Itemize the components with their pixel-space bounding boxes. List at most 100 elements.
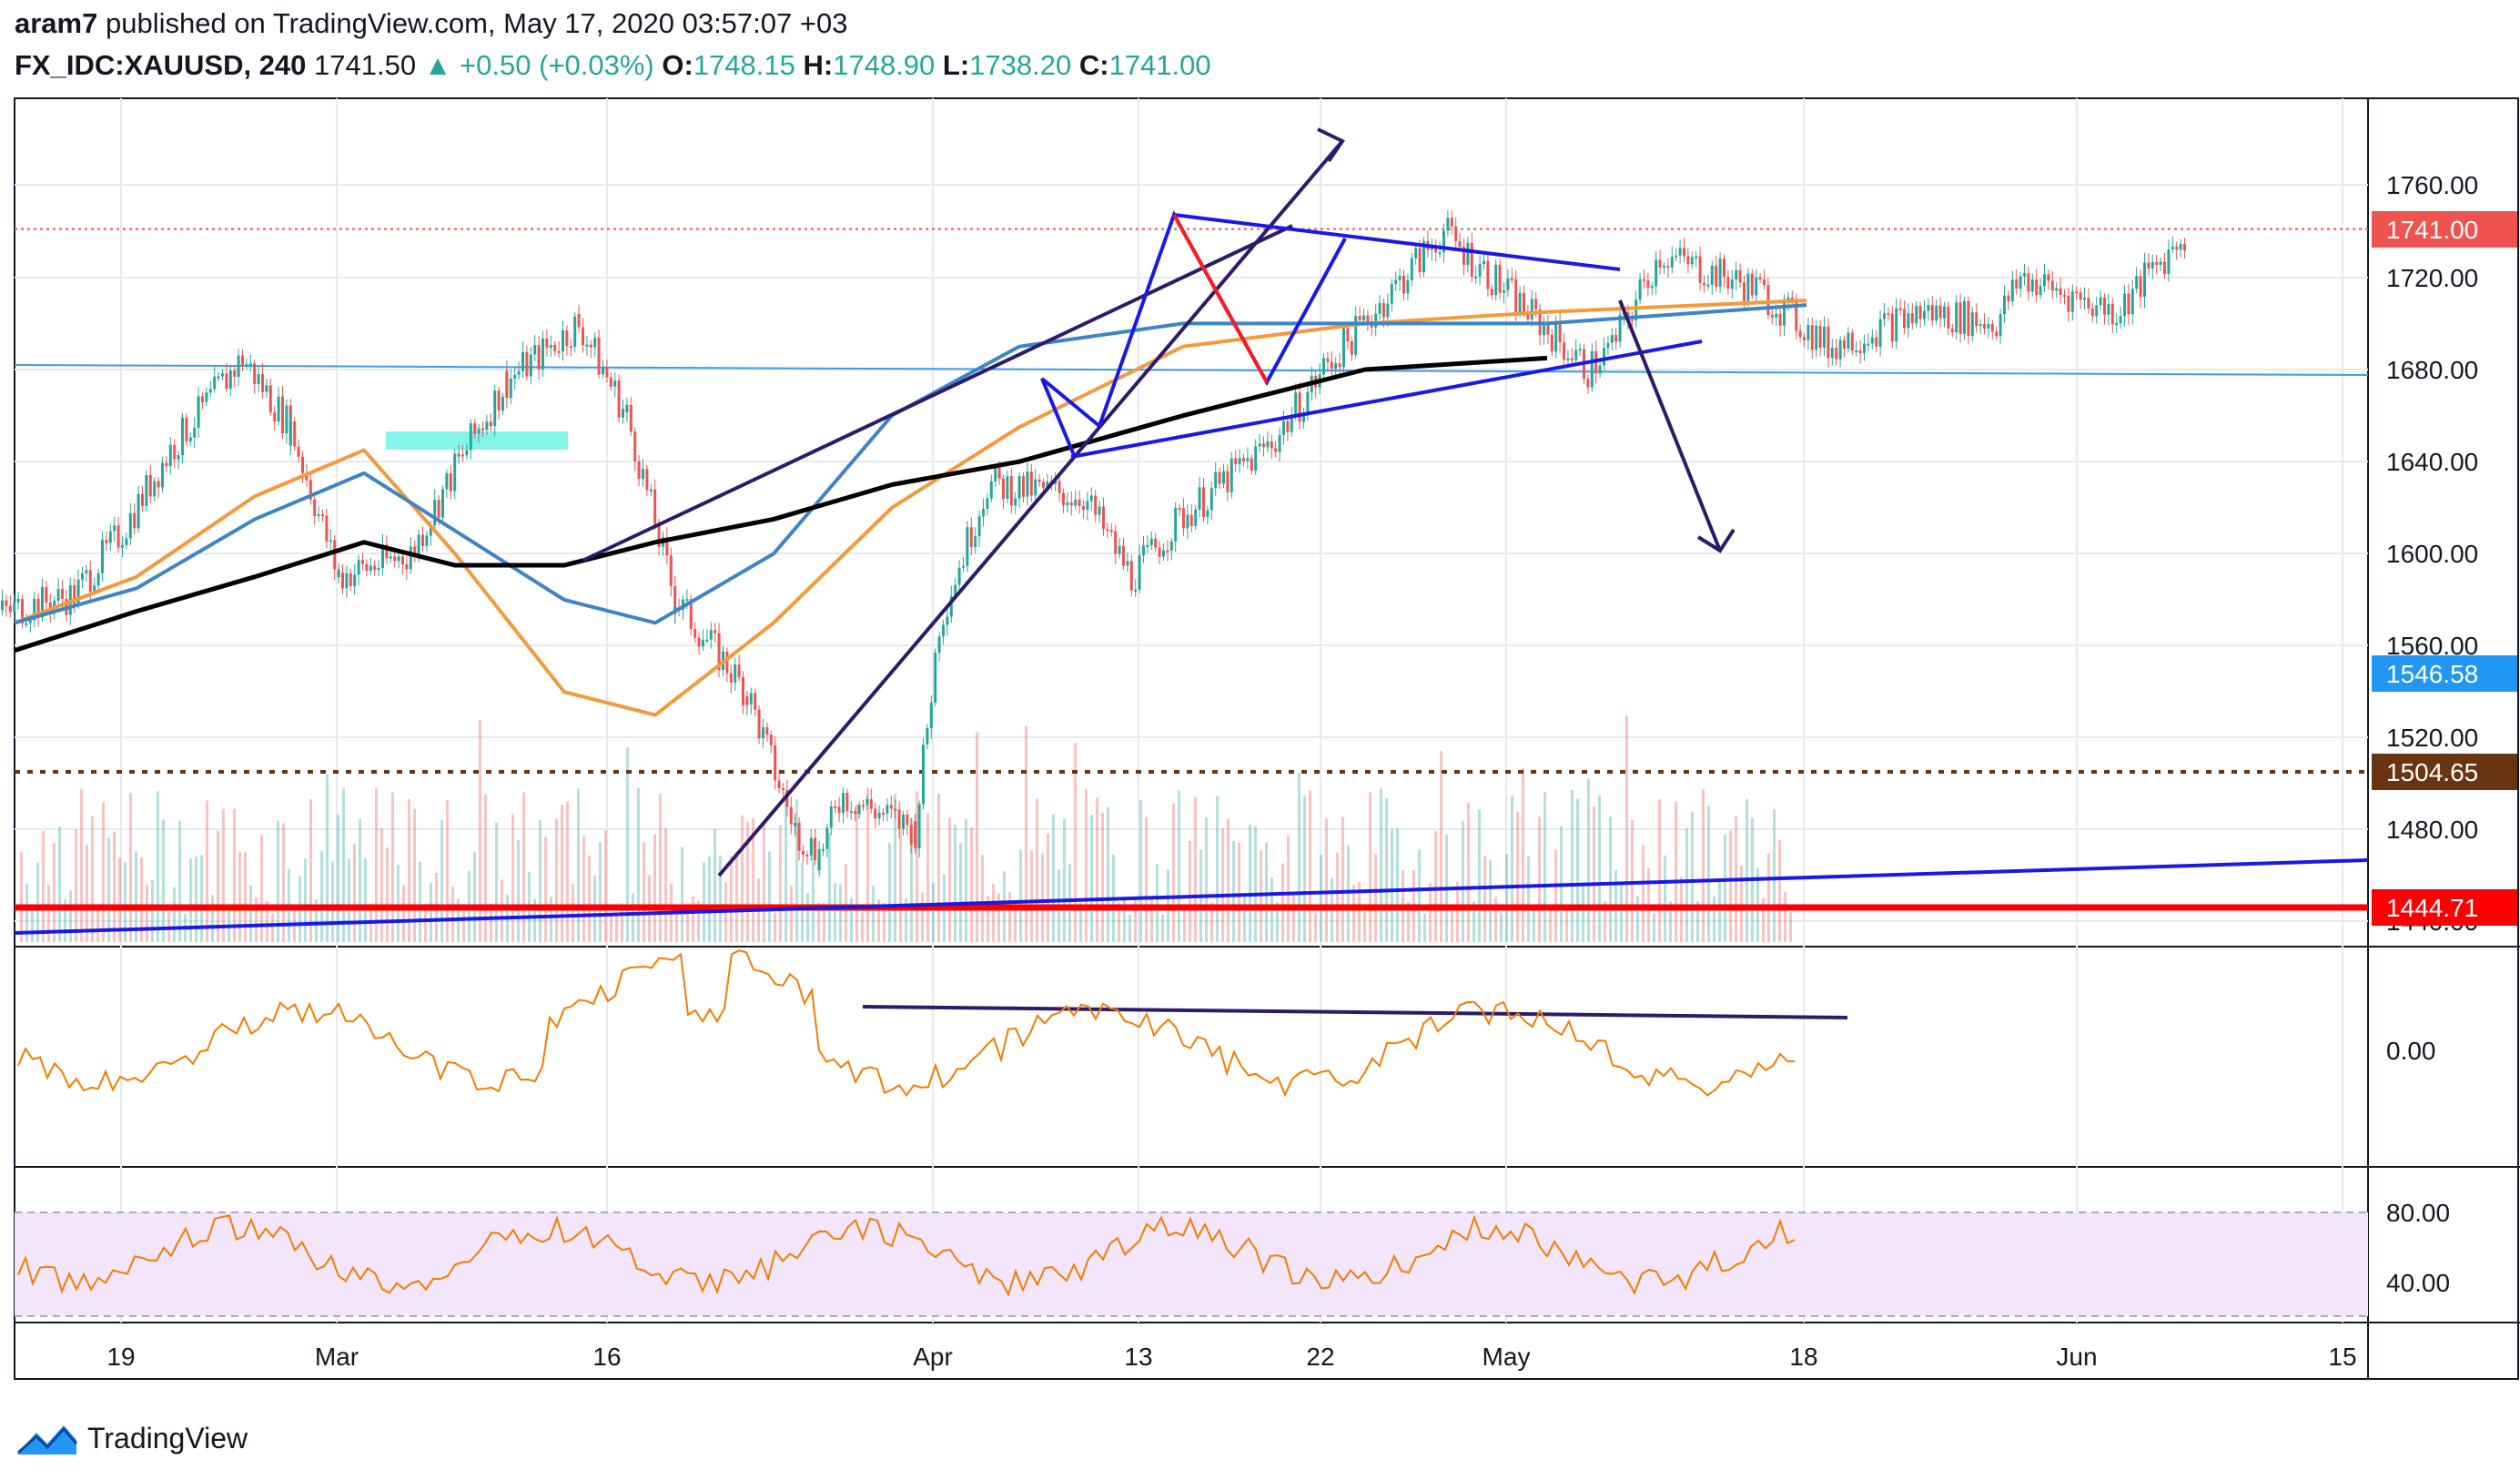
price-label-bg	[2372, 211, 2517, 248]
candle-body	[477, 428, 481, 434]
volume-bar	[1778, 839, 1781, 942]
candle-body	[461, 454, 464, 457]
volume-bar	[1019, 849, 1022, 942]
candle-body	[257, 374, 260, 384]
x-tick-label: 13	[1124, 1343, 1152, 1371]
candle-body	[1907, 313, 1910, 329]
tradingview-brand[interactable]: TradingView	[16, 1420, 248, 1456]
candle-body	[1062, 492, 1065, 506]
volume-bar	[1352, 885, 1355, 942]
volume-bar	[157, 791, 159, 942]
candle-body	[1698, 256, 1702, 283]
candle-body	[2163, 261, 2166, 274]
candle-body	[1009, 476, 1013, 506]
volume-bar	[774, 912, 776, 942]
volume-bar	[1063, 818, 1066, 942]
volume-bar	[1309, 790, 1311, 942]
brand-name: TradingView	[87, 1421, 248, 1455]
candle-body	[1258, 443, 1261, 447]
volume-bar	[621, 903, 623, 942]
volume-bar	[1543, 792, 1546, 942]
volume-bar	[1221, 828, 1224, 942]
candle-body	[845, 793, 849, 812]
candle-body	[473, 423, 477, 434]
candle-body	[333, 540, 337, 570]
candle-body	[153, 481, 157, 497]
arrow-head	[1317, 127, 1345, 163]
volume-bar	[244, 852, 247, 942]
symbol-label[interactable]: FX_IDC:XAUUSD, 240	[15, 49, 307, 81]
candle-body	[1169, 541, 1173, 551]
candle-body	[802, 850, 805, 855]
candle-body	[2043, 274, 2046, 287]
candle-body	[221, 373, 224, 377]
volume-bar	[260, 835, 263, 942]
candle-body	[2130, 289, 2134, 315]
candle-body	[642, 469, 644, 480]
candle-body	[469, 423, 472, 451]
candle-body	[25, 623, 28, 625]
volume-bar	[255, 897, 258, 942]
candle-body	[886, 805, 889, 814]
candle-body	[545, 339, 549, 349]
candle-body	[1334, 363, 1338, 370]
volume-bar	[784, 791, 787, 942]
candle-body	[1658, 259, 1662, 268]
candle-body	[1503, 289, 1505, 293]
volume-bar	[42, 830, 45, 942]
candle-body	[649, 489, 653, 492]
candle-body	[822, 848, 825, 851]
volume-bar	[151, 880, 154, 942]
candle-body	[1098, 506, 1101, 515]
volume-bar	[1047, 833, 1049, 942]
author-name[interactable]: aram7	[15, 7, 98, 39]
volume-bar	[129, 793, 132, 942]
candle-body	[1034, 479, 1037, 496]
candle-body	[2035, 279, 2039, 296]
volume-bar	[1358, 882, 1361, 942]
candle-body	[1890, 313, 1894, 342]
oscillator-line	[17, 949, 1796, 1098]
candle-body	[994, 467, 997, 482]
candle-body	[794, 822, 797, 826]
candle-body	[1514, 279, 1518, 314]
candle-body	[1230, 458, 1233, 492]
resistance-highlight	[386, 431, 568, 450]
candle-body	[2171, 246, 2174, 249]
candle-body	[5, 600, 8, 606]
volume-bar	[1134, 899, 1137, 942]
candle-body	[966, 527, 969, 566]
candle-body	[157, 481, 160, 488]
volume-bar	[588, 856, 591, 942]
volume-bar	[948, 817, 951, 942]
candle-body	[1815, 325, 1818, 350]
candle-body	[1029, 471, 1033, 496]
price-label-text: 1444.71	[2386, 894, 2478, 922]
volume-bar	[1347, 845, 1350, 942]
volume-bar	[1456, 881, 1459, 942]
candle-body	[874, 808, 877, 819]
x-tick-label: Apr	[913, 1343, 953, 1371]
volume-bar	[1385, 797, 1388, 942]
candle-body	[809, 837, 813, 856]
candle-body	[265, 385, 268, 392]
candle-body	[629, 404, 633, 432]
candle-body	[849, 811, 853, 814]
moving-average-line	[14, 355, 1548, 654]
candle-body	[817, 848, 821, 871]
volume-bar	[1533, 905, 1535, 942]
candle-body	[1, 600, 4, 611]
candle-body	[1294, 392, 1298, 416]
candle-body	[1418, 248, 1422, 273]
volume-bar	[238, 851, 241, 942]
volume-bar	[430, 882, 432, 942]
candle-body	[1354, 316, 1358, 355]
y-tick-label: 1560.00	[2386, 632, 2478, 660]
volume-bar	[916, 791, 918, 942]
candle-body	[377, 567, 380, 571]
candle-body	[76, 579, 80, 605]
candle-body	[717, 633, 721, 671]
candle-body	[997, 467, 1001, 479]
volume-bar	[926, 813, 929, 942]
